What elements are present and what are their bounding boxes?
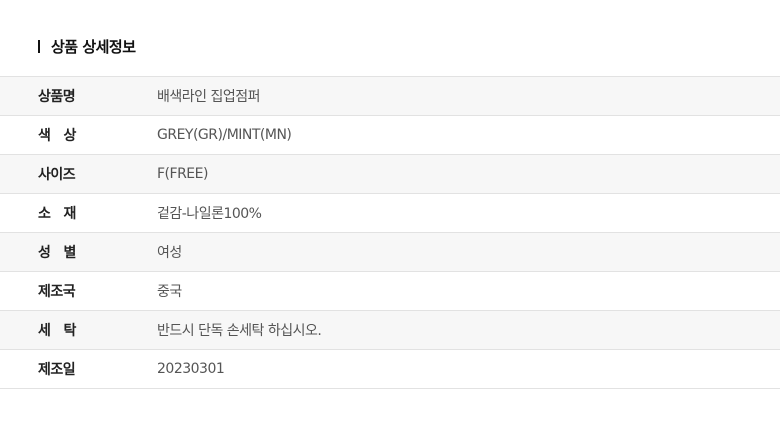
table-row: 성 별 여성 [0,233,780,272]
table-row: 제조일 20230301 [0,350,780,389]
row-label: 세 탁 [38,323,76,339]
row-label: 제조국 [38,284,76,300]
row-value: 여성 [157,245,182,261]
row-label: 사이즈 [38,167,76,183]
section-title-text: 상품 상세정보 [51,37,136,56]
row-value: 배색라인 집업점퍼 [157,89,261,105]
row-value: GREY(GR)/MINT(MN) [157,127,292,143]
table-row: 사이즈 F(FREE) [0,155,780,194]
row-label: 제조일 [38,362,76,378]
row-value: 20230301 [157,361,225,377]
product-info-table: 상품명 배색라인 집업점퍼 색 상 GREY(GR)/MINT(MN) 사이즈 F(F… [0,76,780,389]
row-value: F(FREE) [157,166,208,182]
row-label: 상품명 [38,89,76,105]
row-value: 중국 [157,284,182,300]
row-value: 겉감-나일론100% [157,206,262,222]
table-row: 제조국 중국 [0,272,780,311]
table-row: 상품명 배색라인 집업점퍼 [0,77,780,116]
table-row: 소 재 겉감-나일론100% [0,194,780,233]
row-label: 성 별 [38,245,76,261]
table-row: 색 상 GREY(GR)/MINT(MN) [0,116,780,155]
section-title: 상품 상세정보 [38,36,136,56]
row-value: 반드시 단독 손세탁 하십시오. [157,323,322,339]
title-bar-marker [38,39,40,53]
row-label: 소 재 [38,206,76,222]
table-row: 세 탁 반드시 단독 손세탁 하십시오. [0,311,780,350]
row-label: 색 상 [38,128,76,144]
